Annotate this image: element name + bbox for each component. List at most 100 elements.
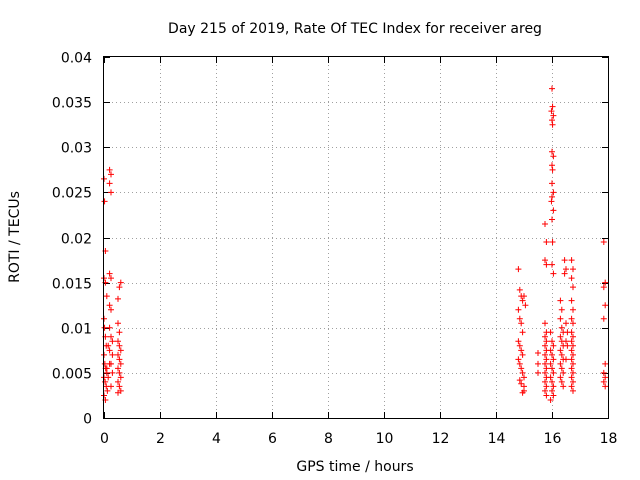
data-point (558, 324, 565, 331)
data-point (108, 306, 114, 313)
axis-ticks (104, 57, 609, 419)
data-point (115, 378, 121, 385)
data-point (106, 302, 113, 309)
data-point (550, 342, 557, 349)
data-point (549, 85, 555, 92)
data-point (543, 239, 550, 246)
data-point (570, 387, 576, 394)
data-point (600, 378, 607, 385)
y-axis-tick-labels: 0 0.005 0.01 0.015 0.02 0.025 0.03 0.035 0.04 (52, 51, 92, 428)
data-point (602, 383, 609, 390)
data-point (116, 356, 123, 363)
data-point (521, 293, 527, 300)
data-point (564, 342, 571, 349)
data-point (105, 342, 112, 349)
data-point (561, 270, 568, 277)
data-point (549, 378, 555, 385)
data-point (108, 189, 114, 196)
plot-frame (103, 56, 609, 419)
data-point (568, 383, 575, 390)
data-point (570, 378, 576, 385)
data-point (602, 279, 609, 286)
data-point (602, 360, 609, 367)
data-point (101, 198, 108, 205)
data-point (568, 356, 575, 363)
data-point (515, 338, 522, 345)
y-tick-label: 0.015 (52, 277, 92, 293)
data-point (550, 189, 557, 196)
data-point (549, 117, 555, 124)
data-point (547, 374, 554, 381)
data-point (106, 166, 113, 173)
data-point (116, 383, 123, 390)
data-point (103, 293, 110, 300)
x-tick-label: 8 (324, 431, 333, 447)
data-point (542, 351, 548, 358)
data-point (549, 365, 555, 372)
data-point (106, 180, 113, 187)
data-point (116, 369, 123, 376)
data-point (117, 279, 124, 286)
data-point (518, 380, 525, 387)
data-point (558, 306, 565, 313)
x-tick-label: 12 (432, 431, 450, 447)
data-point (108, 360, 114, 367)
data-point (542, 387, 548, 394)
data-point (104, 387, 111, 394)
data-point (535, 350, 541, 357)
data-point (558, 378, 565, 385)
y-tick-label: 0.01 (61, 322, 92, 338)
data-point (109, 351, 116, 358)
data-point (549, 338, 555, 345)
data-point (549, 193, 555, 200)
data-point (570, 320, 576, 327)
data-point (519, 369, 526, 376)
y-axis-title: ROTI / TECUs (7, 191, 23, 283)
data-point (518, 320, 525, 327)
data-point (543, 365, 550, 372)
data-point (557, 297, 564, 304)
data-point (549, 162, 555, 169)
data-point (108, 171, 114, 178)
x-axis-title: GPS time / hours (296, 459, 413, 475)
data-point (543, 261, 550, 268)
data-point (116, 329, 123, 336)
data-point (549, 103, 556, 110)
data-point (550, 392, 557, 399)
y-tick-label: 0 (83, 412, 92, 428)
data-point (116, 284, 123, 291)
data-point (515, 266, 522, 273)
y-tick-label: 0.04 (61, 51, 92, 67)
data-point (115, 338, 121, 345)
data-point (568, 315, 575, 322)
data-point (548, 108, 555, 115)
data-point (568, 329, 575, 336)
data-point (116, 342, 123, 349)
data-point (549, 216, 555, 223)
data-point (542, 220, 548, 227)
data-point (547, 396, 554, 403)
data-point (550, 356, 557, 363)
x-tick-label: 10 (376, 431, 394, 447)
data-point (542, 342, 548, 349)
data-point (542, 320, 548, 327)
data-point (518, 347, 525, 354)
data-point (115, 389, 121, 396)
data-point (549, 261, 555, 268)
data-point (101, 324, 108, 331)
data-point (568, 374, 575, 381)
data-points (101, 85, 609, 403)
data-point (557, 360, 564, 367)
data-point (600, 315, 607, 322)
data-point (106, 347, 113, 354)
data-point (570, 306, 576, 313)
data-point (108, 333, 114, 340)
data-point (568, 338, 575, 345)
x-tick-label: 2 (156, 431, 165, 447)
data-point (519, 351, 526, 358)
data-point (542, 360, 548, 367)
data-point (550, 112, 557, 119)
chart-title: Day 215 of 2019, Rate Of TEC Index for r… (168, 21, 542, 37)
data-point (602, 374, 609, 381)
